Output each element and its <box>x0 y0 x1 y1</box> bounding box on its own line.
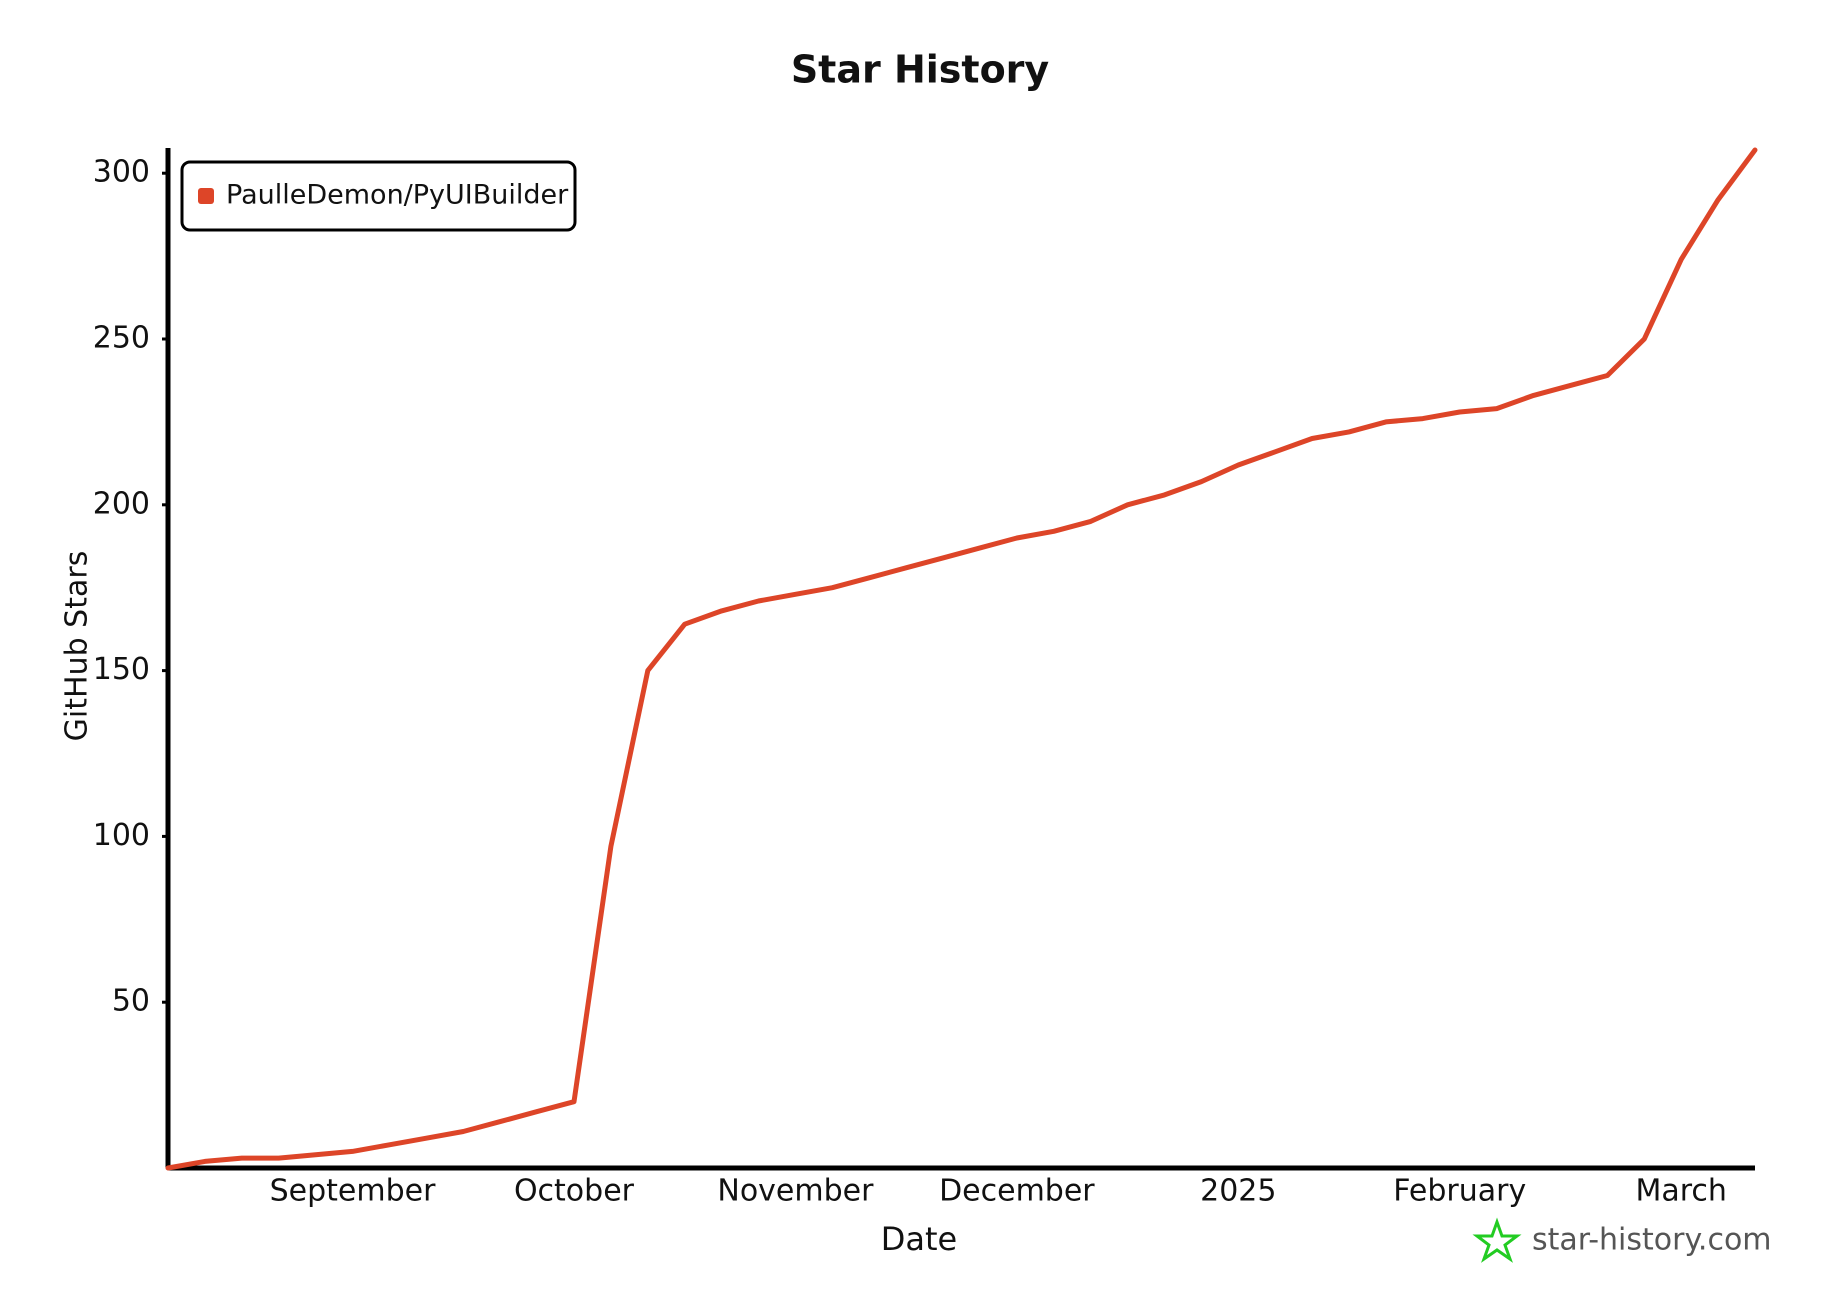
chart-title: Star History <box>791 48 1050 92</box>
x-tick-label: February <box>1393 1174 1526 1209</box>
series-line <box>165 147 1758 1171</box>
legend-label: PaulleDemon/PyUIBuilder <box>226 180 569 211</box>
y-axis-label: GitHub Stars <box>60 551 95 742</box>
x-tick-label: 2025 <box>1200 1174 1276 1209</box>
y-tick-label: 50 <box>112 984 150 1019</box>
y-tick-label: 200 <box>93 486 150 521</box>
y-tick-label: 300 <box>93 155 150 190</box>
x-tick-label: September <box>270 1174 436 1209</box>
watermark-icon <box>1472 1217 1522 1263</box>
y-tick-label: 250 <box>93 321 150 356</box>
watermark: star-history.com <box>1532 1223 1772 1258</box>
legend-box <box>180 160 577 232</box>
x-tick-label: December <box>939 1174 1095 1209</box>
x-axis-label: Date <box>881 1220 957 1258</box>
x-tick-label: October <box>514 1174 635 1209</box>
y-tick-label: 150 <box>93 652 150 687</box>
y-tick-label: 100 <box>93 818 150 853</box>
x-tick-label: November <box>717 1174 874 1209</box>
x-tick-label: March <box>1635 1174 1726 1209</box>
legend-swatch <box>198 188 214 204</box>
